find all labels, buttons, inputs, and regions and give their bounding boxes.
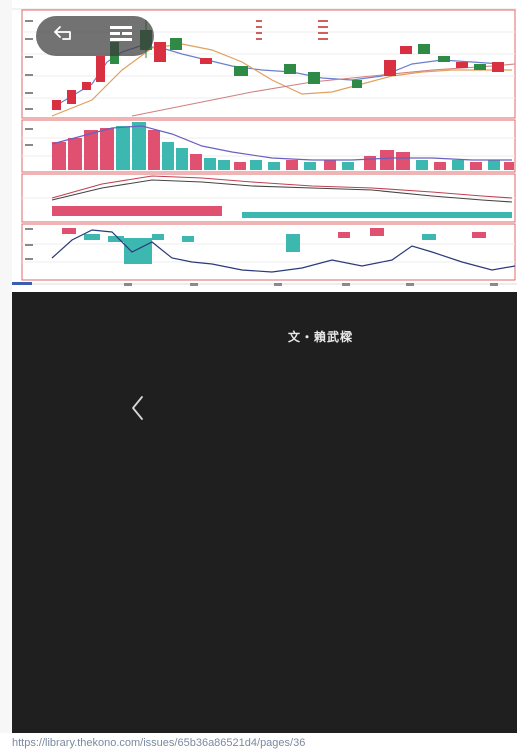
grid-menu-icon xyxy=(110,26,132,41)
back-arrow-icon xyxy=(54,26,71,40)
stock-chart-image xyxy=(12,0,517,292)
chart-graphic xyxy=(12,0,517,286)
back-button[interactable] xyxy=(52,24,86,48)
status-bar xyxy=(0,733,517,751)
chevron-left-icon xyxy=(132,396,143,420)
article-page xyxy=(12,292,517,751)
previous-page-button[interactable] xyxy=(124,392,152,424)
page-edge xyxy=(0,0,12,751)
author-byline: 文・賴武樑 xyxy=(288,330,354,344)
contents-button[interactable] xyxy=(108,24,142,48)
viewer-toolbar xyxy=(36,16,154,56)
link-url-status: https://library.thekono.com/issues/65b36… xyxy=(12,737,306,749)
